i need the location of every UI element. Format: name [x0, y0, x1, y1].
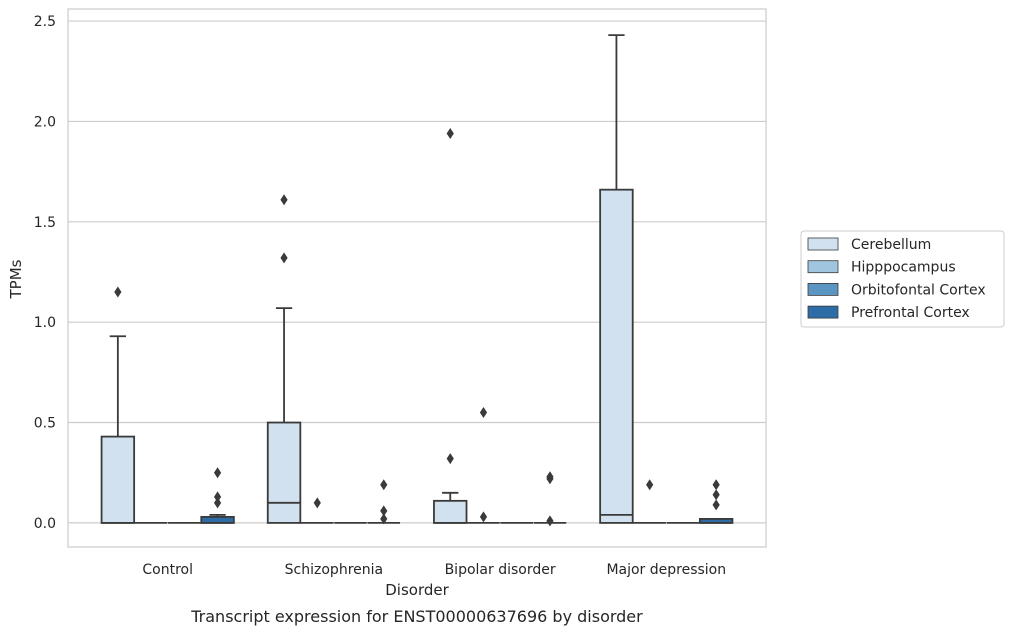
- y-tick-label: 0.0: [34, 516, 56, 532]
- box-hipppocampus: [467, 407, 500, 524]
- box-cerebellum: [266, 194, 302, 524]
- outlier-point: [280, 194, 288, 206]
- box-body: [599, 188, 634, 524]
- outlier-point: [712, 499, 720, 511]
- y-tick-label: 1.0: [34, 315, 56, 331]
- box-body: [266, 421, 302, 524]
- outlier-point: [712, 489, 720, 501]
- box-cerebellum: [433, 127, 468, 524]
- x-axis-label: Disorder: [385, 581, 449, 599]
- box-body: [100, 435, 136, 524]
- outlier-point: [646, 479, 654, 491]
- box-prefrontal-cortex: [533, 471, 567, 527]
- y-tick-label: 2.0: [34, 114, 56, 130]
- legend-label: Hipppocampus: [851, 260, 956, 276]
- legend-label: Prefrontal Cortex: [851, 305, 970, 321]
- box-body: [200, 515, 235, 524]
- outlier-point: [380, 505, 388, 517]
- outlier-point: [479, 407, 488, 418]
- x-tick-label: Bipolar disorder: [445, 562, 556, 578]
- plot-background: [68, 9, 766, 547]
- outlier-point: [213, 467, 222, 479]
- y-tick-label: 1.5: [34, 215, 56, 231]
- legend-frame: [800, 230, 1005, 328]
- legend-label: Orbitofontal Cortex: [851, 282, 986, 298]
- x-tick-label: Control: [142, 562, 193, 578]
- y-axis-label: TPMs: [7, 259, 25, 299]
- outlier-point: [546, 515, 554, 527]
- y-tick-label: 0.5: [34, 416, 56, 432]
- legend-swatch: [807, 237, 839, 251]
- outlier-point: [380, 479, 388, 491]
- box-hipppocampus: [633, 479, 666, 524]
- legend: Cerebellum Hipppocampus Orbitofontal Corte…: [800, 230, 1005, 328]
- box-prefrontal-cortex: [367, 479, 401, 525]
- legend-label: Cerebellum: [851, 237, 931, 253]
- box-prefrontal-cortex: [200, 467, 235, 524]
- box-cerebellum: [100, 286, 136, 524]
- outlier-point: [114, 286, 122, 298]
- chart-caption: Transcript expression for ENST0000063769…: [190, 607, 643, 626]
- outlier-point: [479, 511, 488, 523]
- box-hipppocampus: [300, 497, 334, 524]
- y-axis-ticks: 0.0 0.5 1.0 1.5 2.0 2.5: [34, 14, 56, 532]
- box-prefrontal-cortex: [698, 479, 734, 524]
- outlier-point: [446, 453, 454, 465]
- x-axis-ticks: Control Schizophrenia Bipolar disorder Majo…: [142, 562, 726, 578]
- box-body: [433, 499, 468, 524]
- outlier-point: [712, 479, 720, 491]
- boxes: [100, 34, 734, 527]
- legend-swatch: [807, 305, 839, 319]
- outlier-point: [213, 497, 222, 509]
- x-tick-label: Schizophrenia: [285, 562, 383, 578]
- legend-swatch: [807, 282, 839, 296]
- outlier-point: [280, 252, 288, 264]
- legend-swatch: [807, 260, 839, 274]
- y-tick-label: 2.5: [34, 14, 56, 30]
- outlier-point: [380, 513, 388, 525]
- plot-frame: [67, 8, 767, 548]
- outlier-point: [546, 471, 554, 483]
- x-tick-label: Major depression: [606, 562, 726, 578]
- box-cerebellum: [599, 34, 634, 524]
- outlier-point: [446, 127, 454, 139]
- outlier-point: [313, 497, 321, 509]
- outlier-point: [213, 491, 222, 503]
